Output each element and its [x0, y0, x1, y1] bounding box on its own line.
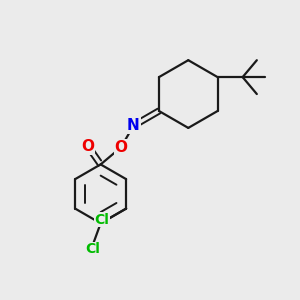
Text: N: N	[127, 118, 140, 133]
Text: O: O	[82, 139, 94, 154]
Text: Cl: Cl	[85, 242, 100, 256]
Text: O: O	[114, 140, 128, 155]
Text: Cl: Cl	[94, 213, 109, 226]
